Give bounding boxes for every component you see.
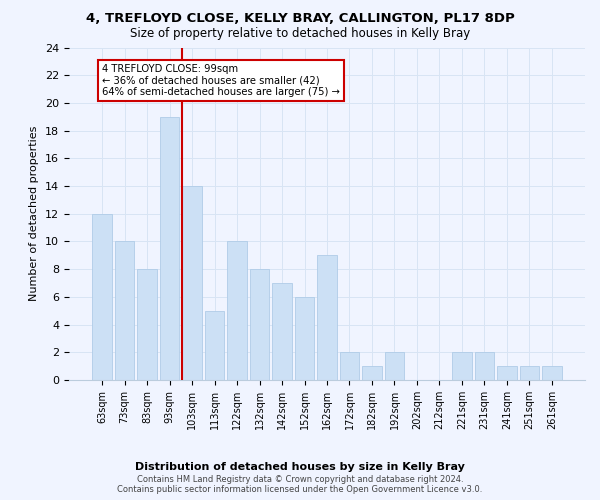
Bar [137, 269, 157, 380]
Text: Contains HM Land Registry data © Crown copyright and database right 2024.: Contains HM Land Registry data © Crown c… [137, 475, 463, 484]
Bar [475, 352, 494, 380]
Bar [227, 242, 247, 380]
Text: 4, TREFLOYD CLOSE, KELLY BRAY, CALLINGTON, PL17 8DP: 4, TREFLOYD CLOSE, KELLY BRAY, CALLINGTO… [86, 12, 514, 26]
Bar [250, 269, 269, 380]
Text: Distribution of detached houses by size in Kelly Bray: Distribution of detached houses by size … [135, 462, 465, 472]
Bar [497, 366, 517, 380]
Bar [115, 242, 134, 380]
Bar [272, 283, 292, 380]
Bar [295, 297, 314, 380]
Bar [385, 352, 404, 380]
Bar [542, 366, 562, 380]
Y-axis label: Number of detached properties: Number of detached properties [29, 126, 40, 302]
Bar [452, 352, 472, 380]
Text: 4 TREFLOYD CLOSE: 99sqm
← 36% of detached houses are smaller (42)
64% of semi-de: 4 TREFLOYD CLOSE: 99sqm ← 36% of detache… [102, 64, 340, 98]
Bar [317, 256, 337, 380]
Bar [205, 310, 224, 380]
Bar [362, 366, 382, 380]
Text: Contains public sector information licensed under the Open Government Licence v3: Contains public sector information licen… [118, 484, 482, 494]
Text: Size of property relative to detached houses in Kelly Bray: Size of property relative to detached ho… [130, 28, 470, 40]
Bar [160, 117, 179, 380]
Bar [182, 186, 202, 380]
Bar [92, 214, 112, 380]
Bar [340, 352, 359, 380]
Bar [520, 366, 539, 380]
